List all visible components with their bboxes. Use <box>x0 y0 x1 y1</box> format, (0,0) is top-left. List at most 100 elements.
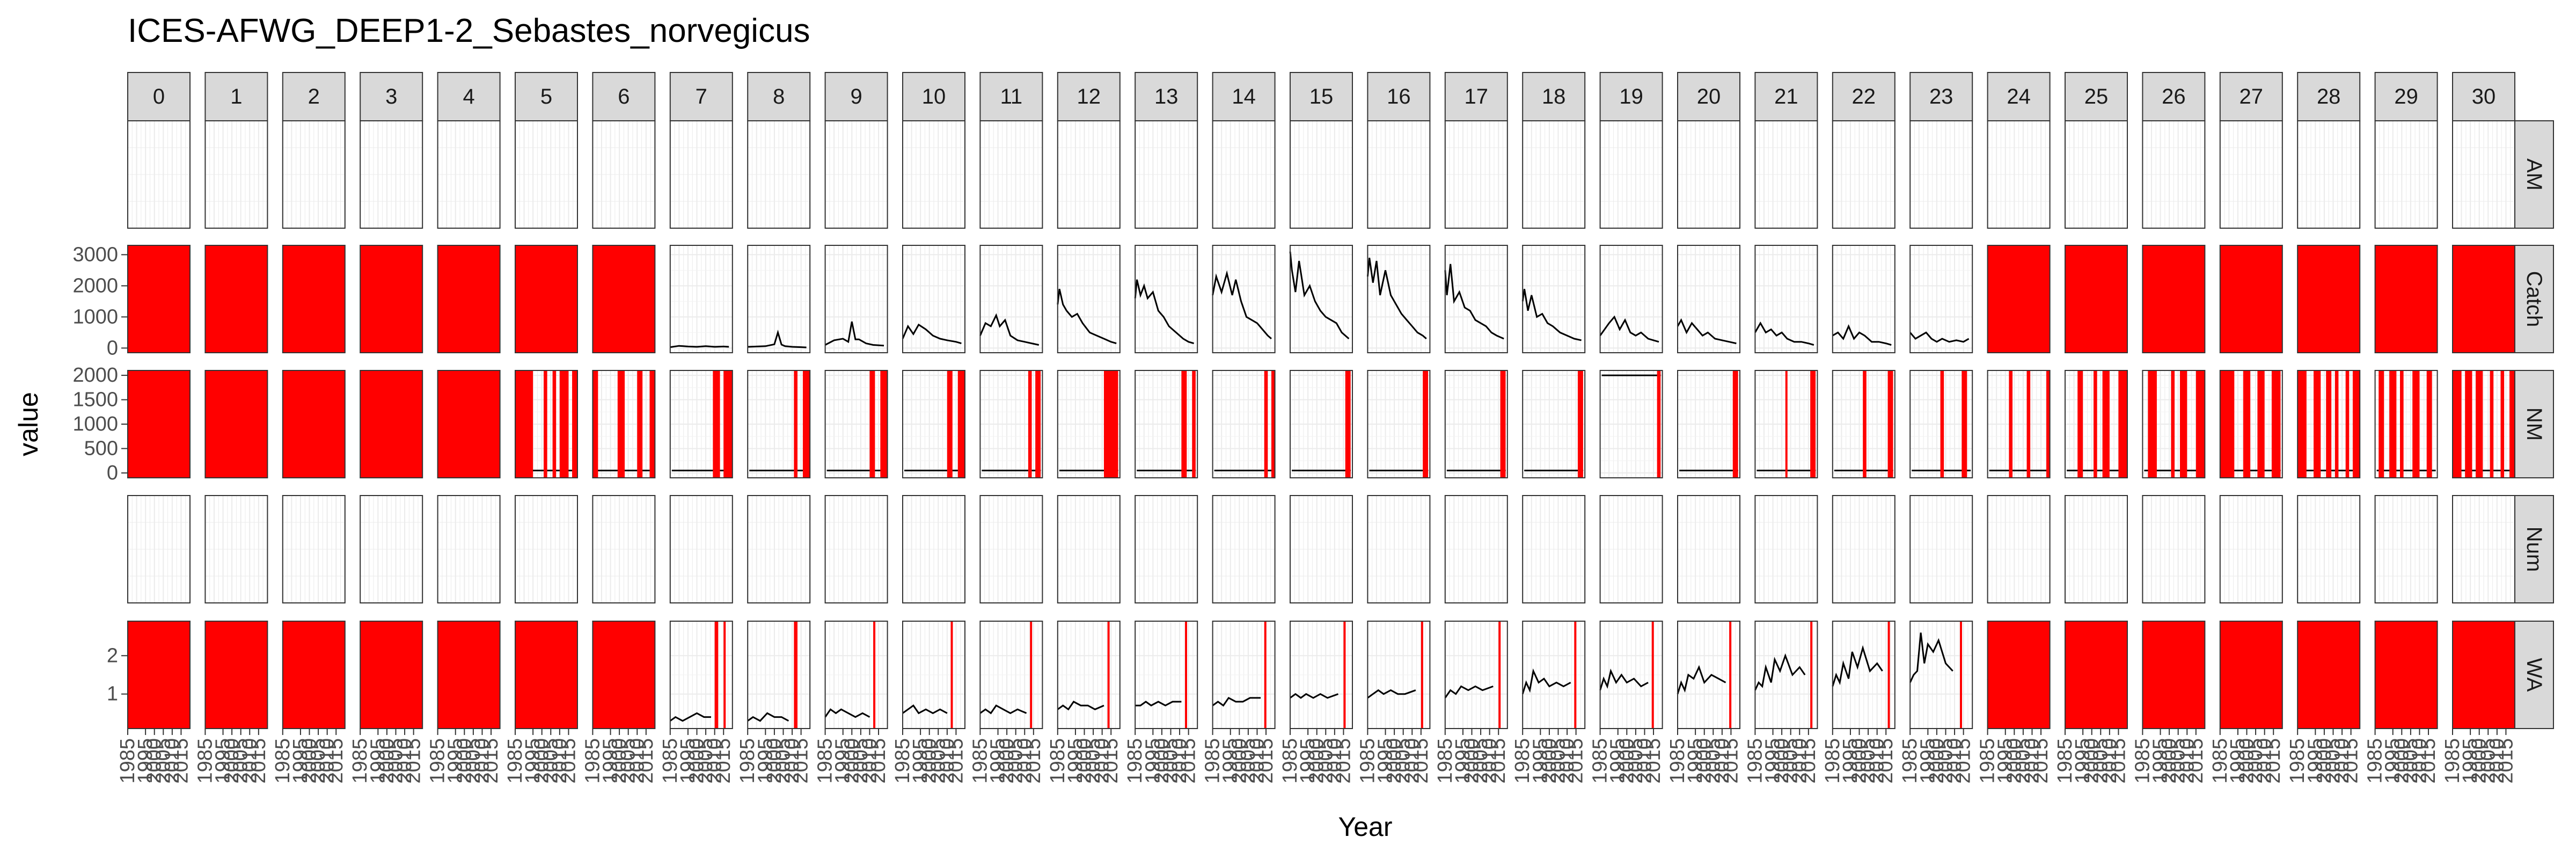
missing-data-band <box>2465 370 2472 478</box>
panel-WA-12 <box>1057 621 1121 729</box>
panel-Catch-26 <box>2142 245 2206 353</box>
panel-NM-2 <box>282 370 346 478</box>
missing-data-band <box>1574 621 1577 729</box>
panel-Num-10 <box>902 495 965 603</box>
panel-NM-6 <box>592 370 656 478</box>
column-strip-3: 3 <box>360 72 423 121</box>
missing-data-band <box>2352 370 2360 478</box>
x-tick-label: 2000 <box>763 738 786 784</box>
panel-Catch-12 <box>1057 245 1121 353</box>
chart-title: ICES-AFWG_DEEP1-2_Sebastes_norvegicus <box>128 12 810 49</box>
x-tick-label: 1985 <box>891 738 914 784</box>
panel-border <box>1599 495 1663 603</box>
x-tick-label: 1995 <box>1762 738 1784 784</box>
panel-Num-17 <box>1444 495 1508 603</box>
column-strip-label: 2 <box>308 85 320 108</box>
panel-AM-24 <box>1987 120 2051 229</box>
missing-data-fill <box>128 370 190 478</box>
panel-NM-28 <box>2297 370 2361 478</box>
panel-border <box>1057 370 1121 478</box>
panel-Num-14 <box>1212 495 1276 603</box>
panel-border <box>902 621 965 729</box>
x-tick-label: 2015 <box>1100 738 1122 784</box>
missing-data-fill <box>2065 245 2127 353</box>
panel-Num-23 <box>1909 495 1973 603</box>
panel-WA-8 <box>747 621 811 729</box>
x-tick-label: 1995 <box>2149 738 2172 784</box>
x-tick-label: 2010 <box>1788 738 1811 784</box>
missing-data-fill <box>128 621 190 729</box>
series-line-Catch-23 <box>1909 331 1970 343</box>
missing-data-band <box>637 370 643 478</box>
panel-border <box>2142 245 2206 353</box>
x-tick-label: 2015 <box>2494 738 2517 784</box>
panel-NM-8 <box>747 370 811 478</box>
x-tick-label: 1995 <box>832 738 854 784</box>
x-tick-label: 2015 <box>867 738 890 784</box>
x-axis-title: Year <box>1338 812 1392 842</box>
missing-data-band <box>2389 370 2397 478</box>
column-strip-background <box>1135 72 1198 121</box>
panel-border <box>1212 621 1276 729</box>
panel-WA-13 <box>1135 621 1198 729</box>
missing-data-fill <box>282 245 345 353</box>
series-line-WA-19 <box>1599 668 1649 691</box>
panel-WA-30 <box>2452 621 2515 729</box>
missing-data-fill <box>2142 245 2205 353</box>
column-strip-background <box>360 72 423 121</box>
panel-WA-9 <box>824 621 888 729</box>
panel-Num-0 <box>127 495 191 603</box>
missing-data-band <box>2500 370 2505 478</box>
panel-NM-10 <box>902 370 965 478</box>
panel-WA-17 <box>1444 621 1508 729</box>
y-tick-label: 1 <box>107 683 118 705</box>
panel-Num-8 <box>747 495 811 603</box>
panel-AM-4 <box>437 120 501 229</box>
panel-border <box>1677 495 1740 603</box>
panel-WA-3 <box>360 621 423 729</box>
row-strip-background <box>2514 370 2554 478</box>
x-tick-label: 1995 <box>909 738 932 784</box>
x-tick-label: 2010 <box>781 738 803 784</box>
missing-data-band <box>1107 621 1110 729</box>
missing-data-band <box>1030 621 1033 729</box>
missing-data-band <box>1498 621 1501 729</box>
column-strip-22: 22 <box>1832 72 1896 121</box>
x-tick-label: 1995 <box>1916 738 1939 784</box>
missing-data-band <box>2196 370 2205 478</box>
x-tick-label: 2000 <box>2236 738 2258 784</box>
x-tick-label: 1985 <box>427 738 449 784</box>
panel-Num-12 <box>1057 495 1121 603</box>
missing-data-fill <box>2220 245 2282 353</box>
series-line-Catch-21 <box>1754 321 1814 346</box>
panel-Num-6 <box>592 495 656 603</box>
panel-NM-16 <box>1367 370 1431 478</box>
panel-Catch-13 <box>1134 245 1198 353</box>
x-tick-label: 2000 <box>531 738 553 784</box>
x-tick-label: 1995 <box>1529 738 1552 784</box>
panel-NM-21 <box>1754 370 1818 478</box>
x-tick-label: 1995 <box>1839 738 1862 784</box>
x-tick-label: 2010 <box>1168 738 1191 784</box>
panel-Catch-16 <box>1366 245 1431 353</box>
missing-data-band <box>1421 621 1423 729</box>
column-strip-25: 25 <box>2065 72 2128 121</box>
missing-data-band <box>592 370 598 478</box>
panel-border <box>1987 621 2051 729</box>
panel-Catch-8 <box>747 245 811 353</box>
x-tick-label: 2015 <box>1410 738 1432 784</box>
row-strip-label: NM <box>2522 407 2546 441</box>
x-tick-label: 2010 <box>238 738 261 784</box>
missing-data-fill <box>437 370 500 478</box>
panel-Catch-18 <box>1521 245 1586 353</box>
x-tick-label: 2000 <box>1306 738 1328 784</box>
x-tick-label: 2005 <box>1702 738 1724 784</box>
missing-data-band <box>950 621 953 729</box>
panel-AM-22 <box>1832 120 1896 229</box>
column-strip-12: 12 <box>1057 72 1121 121</box>
panel-NM-25 <box>2065 370 2128 478</box>
x-tick-label: 1995 <box>2227 738 2249 784</box>
